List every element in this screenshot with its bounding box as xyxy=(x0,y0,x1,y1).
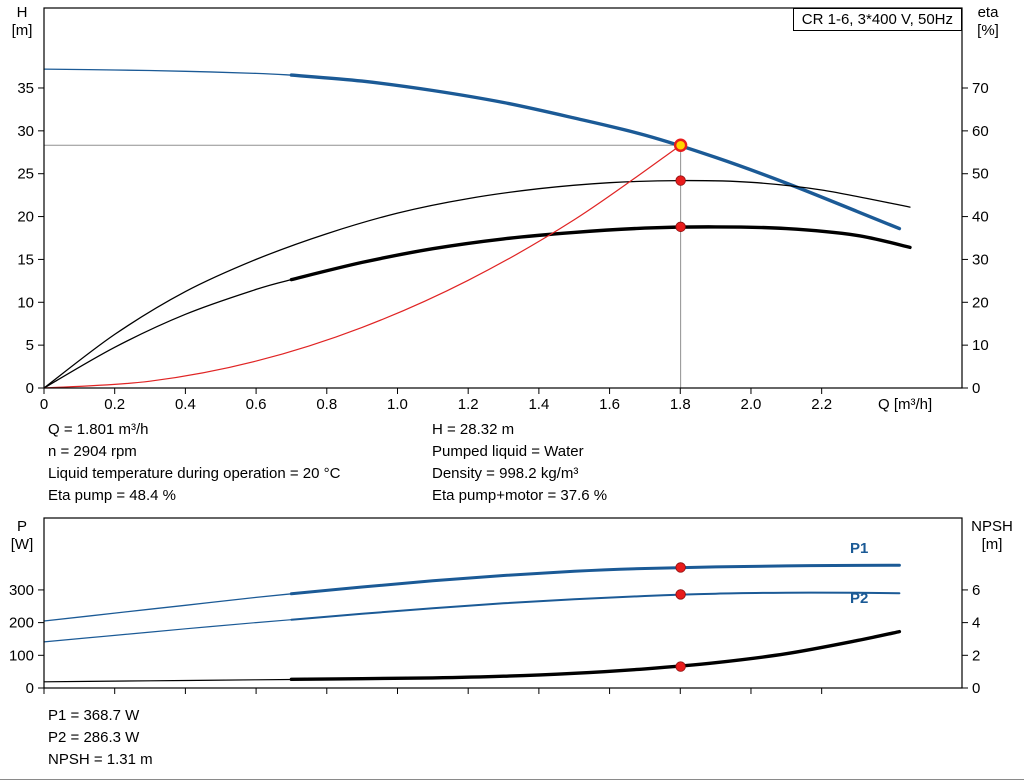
y-right-tick-label: 20 xyxy=(972,294,989,311)
npsh-axis-title: NPSH [m] xyxy=(960,518,1024,554)
y-right-tick-label: 10 xyxy=(972,337,989,354)
duty-point-marker xyxy=(673,138,688,152)
info-line: P1 = 368.7 W xyxy=(48,707,140,724)
operating-data-left: Q = 1.801 m³/h n = 2904 rpm Liquid tempe… xyxy=(48,419,340,507)
info-line: n = 2904 rpm xyxy=(48,443,137,460)
curve-eta-pump-motor xyxy=(289,225,912,282)
y-left-tick-label: 0 xyxy=(26,680,34,697)
x-tick-label: 1.2 xyxy=(458,396,479,413)
x-tick-label: 0 xyxy=(40,396,48,413)
eta-axis-name: eta xyxy=(977,4,999,21)
x-tick-label: 1.0 xyxy=(387,396,408,413)
qh-eta-chart-frame xyxy=(43,7,963,389)
h-axis-name: H xyxy=(16,4,28,21)
y-right-tick-label: 60 xyxy=(972,123,989,140)
x-tick-label: 2.0 xyxy=(741,396,762,413)
curve-eta-pump-motor-low-flow xyxy=(43,278,293,389)
x-tick-label: 0.6 xyxy=(246,396,267,413)
h-axis-title: H [m] xyxy=(0,4,44,40)
operating-point-dot xyxy=(675,589,686,600)
eta-axis-unit: [%] xyxy=(977,22,999,39)
pump-model-box: CR 1-6, 3*400 V, 50Hz xyxy=(792,8,962,31)
x-tick-label: 0.4 xyxy=(175,396,196,413)
operating-data-right: H = 28.32 m Pumped liquid = Water Densit… xyxy=(432,419,607,507)
page-bottom-divider xyxy=(0,779,1024,780)
p-axis-unit: [W] xyxy=(10,536,34,553)
info-line: Eta pump = 48.4 % xyxy=(48,487,176,504)
y-left-tick-label: 200 xyxy=(9,615,34,632)
curve-eta-pump xyxy=(43,179,911,389)
y-right-tick-label: 70 xyxy=(972,80,989,97)
curve-npsh-low-flow xyxy=(43,678,292,683)
x-tick-label: 0.8 xyxy=(316,396,337,413)
y-left-tick-label: 5 xyxy=(26,337,34,354)
eta-axis-title: eta [%] xyxy=(964,4,1012,40)
x-tick-label: 0.2 xyxy=(104,396,125,413)
h-axis-unit: [m] xyxy=(11,22,33,39)
curve-pump-qh-low-flow xyxy=(43,68,293,76)
y-left-tick-label: 15 xyxy=(17,251,34,268)
npsh-axis-name: NPSH xyxy=(971,518,1013,535)
x-tick-label: 2.2 xyxy=(811,396,832,413)
info-line: Q = 1.801 m³/h xyxy=(48,421,149,438)
x-tick-label: 1.6 xyxy=(599,396,620,413)
power-npsh-results: P1 = 368.7 W P2 = 286.3 W NPSH = 1.31 m xyxy=(48,705,153,771)
operating-point-dot xyxy=(675,221,686,233)
y-right-tick-label: 30 xyxy=(972,251,989,268)
y-left-tick-label: 100 xyxy=(9,647,34,664)
p2-curve-label: P2 xyxy=(850,590,869,607)
y-left-tick-label: 0 xyxy=(26,380,34,397)
y-right-tick-label: 0 xyxy=(972,380,980,397)
operating-point-dot xyxy=(675,661,686,672)
curve-p2-low-flow xyxy=(43,619,292,643)
operating-point-dot xyxy=(675,562,686,573)
p-axis-name: P xyxy=(16,518,27,535)
info-line: Eta pump+motor = 37.6 % xyxy=(432,487,608,504)
info-line: Liquid temperature during operation = 20… xyxy=(48,465,341,482)
y-right-tick-label: 0 xyxy=(972,680,980,697)
y-left-tick-label: 25 xyxy=(17,166,34,183)
x-tick-label: 1.4 xyxy=(528,396,549,413)
y-right-tick-label: 6 xyxy=(972,582,980,599)
info-line: H = 28.32 m xyxy=(432,421,515,438)
y-right-tick-label: 4 xyxy=(972,615,980,632)
npsh-axis-unit: [m] xyxy=(981,536,1003,553)
y-left-tick-label: 35 xyxy=(17,80,34,97)
info-line: NPSH = 1.31 m xyxy=(48,751,153,768)
y-right-tick-label: 40 xyxy=(972,209,989,226)
q-axis-title: Q [m³/h] xyxy=(878,396,933,413)
curve-p2 xyxy=(290,591,901,621)
y-left-tick-label: 300 xyxy=(9,582,34,599)
y-right-tick-label: 50 xyxy=(972,166,989,183)
p1-curve-label: P1 xyxy=(850,540,869,557)
y-left-tick-label: 30 xyxy=(17,123,34,140)
curve-p1 xyxy=(289,563,901,596)
info-line: Density = 998.2 kg/m³ xyxy=(432,465,579,482)
y-left-tick-label: 10 xyxy=(17,294,34,311)
curve-system-curve xyxy=(43,144,682,389)
power-npsh-chart-frame xyxy=(43,517,963,689)
x-tick-label: 1.8 xyxy=(670,396,691,413)
p-axis-title: P [W] xyxy=(0,518,44,554)
curve-pump-qh xyxy=(289,73,902,231)
info-line: P2 = 286.3 W xyxy=(48,729,140,746)
curve-p1-low-flow xyxy=(43,593,293,622)
y-left-tick-label: 20 xyxy=(17,209,34,226)
info-line: Pumped liquid = Water xyxy=(432,443,584,460)
curve-npsh xyxy=(289,629,902,681)
y-right-tick-label: 2 xyxy=(972,647,980,664)
operating-point-dot xyxy=(675,175,686,186)
